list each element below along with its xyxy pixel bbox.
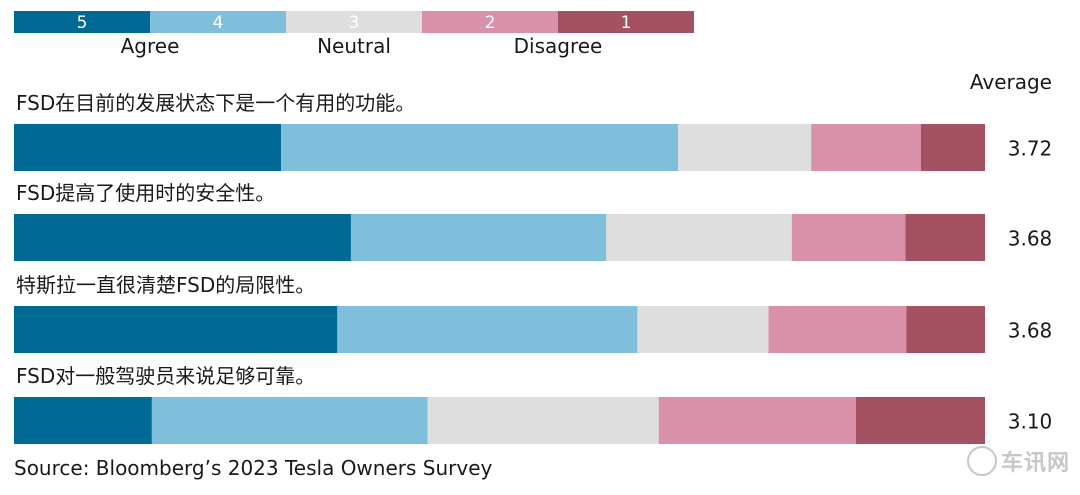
legend-label-neutral: Neutral xyxy=(317,34,391,58)
bar-segment-4 xyxy=(350,214,607,261)
bar-segment-4 xyxy=(151,397,428,444)
legend-value-4: 4 xyxy=(213,13,224,33)
watermark-text: 车讯网 xyxy=(1000,451,1070,476)
bar-segment-5 xyxy=(14,124,282,171)
legend-value-5: 5 xyxy=(77,13,88,33)
legend-swatch-4 xyxy=(150,11,286,33)
bar-segment-4 xyxy=(281,124,679,171)
watermark-logo-icon xyxy=(966,446,997,476)
average-value: 3.72 xyxy=(1008,137,1053,161)
bar-segment-2 xyxy=(768,306,907,353)
bar-segment-3 xyxy=(427,397,659,444)
bar-segment-2 xyxy=(791,214,906,261)
average-value: 3.68 xyxy=(1008,319,1053,343)
category-label: FSD对一般驾驶员来说足够可靠。 xyxy=(16,364,315,388)
average-value: 3.68 xyxy=(1008,227,1053,251)
average-header: Average xyxy=(970,70,1052,94)
bar-segment-2 xyxy=(658,397,856,444)
bar-segment-2 xyxy=(811,124,921,171)
legend-swatch-1 xyxy=(558,11,694,33)
bar-segment-5 xyxy=(14,214,351,261)
legend-value-3: 3 xyxy=(349,13,360,33)
average-value: 3.10 xyxy=(1008,410,1053,434)
source-note: Source: Bloomberg’s 2023 Tesla Owners Su… xyxy=(14,456,493,480)
bar-segment-3 xyxy=(637,306,769,353)
category-label: FSD提高了使用时的安全性。 xyxy=(16,181,275,205)
bar-segment-1 xyxy=(920,124,985,171)
legend-swatch-5 xyxy=(14,11,150,33)
watermark: 车讯网 xyxy=(966,445,1070,477)
legend-swatch-2 xyxy=(422,11,558,33)
legend-value-2: 2 xyxy=(485,13,496,33)
legend-label-disagree: Disagree xyxy=(514,34,603,58)
category-label: 特斯拉一直很清楚FSD的局限性。 xyxy=(16,273,315,297)
legend-label-agree: Agree xyxy=(121,34,180,58)
bar-segment-1 xyxy=(905,214,985,261)
bar-segment-5 xyxy=(14,306,338,353)
legend-swatch-3 xyxy=(286,11,422,33)
bar-segment-3 xyxy=(606,214,792,261)
legend-value-1: 1 xyxy=(621,13,632,33)
category-label: FSD在目前的发展状态下是一个有用的功能。 xyxy=(16,91,415,115)
bar-segment-3 xyxy=(678,124,812,171)
bar-segment-1 xyxy=(906,306,985,353)
bar-segment-1 xyxy=(855,397,985,444)
bar-segment-4 xyxy=(337,306,638,353)
bar-segment-5 xyxy=(14,397,152,444)
